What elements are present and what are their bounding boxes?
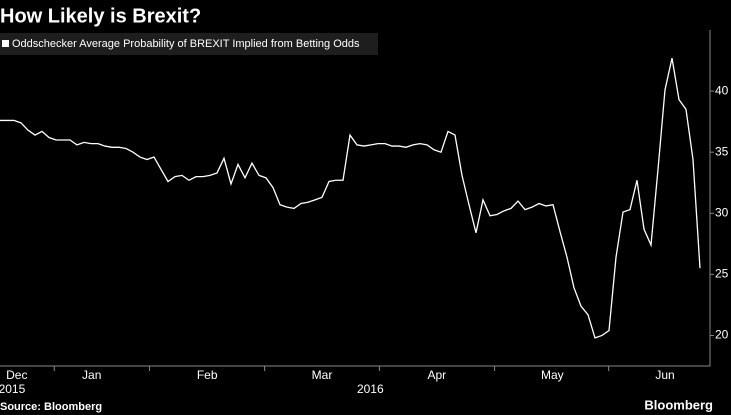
y-tick-label: 40	[715, 83, 729, 97]
y-tick-label: 35	[715, 144, 729, 158]
x-tick-label: Apr	[427, 368, 446, 382]
chart-title: How Likely is Brexit?	[0, 5, 201, 27]
x-tick-label: Jun	[655, 368, 674, 382]
x-tick-label: Dec	[6, 368, 27, 382]
legend-label: Oddschecker Average Probability of BREXI…	[12, 38, 360, 50]
brand: Bloomberg	[644, 397, 713, 412]
legend-swatch	[2, 40, 9, 47]
y-tick-label: 20	[715, 328, 729, 342]
source: Source: Bloomberg	[0, 401, 102, 413]
x-year-label: 2016	[357, 382, 384, 396]
x-tick-label: Feb	[197, 368, 218, 382]
line-series	[0, 57, 701, 339]
y-tick-label: 25	[715, 267, 729, 281]
x-year-label: 2015	[0, 382, 26, 396]
x-tick-label: May	[541, 368, 564, 382]
legend-box	[0, 33, 378, 55]
x-tick-label: Jan	[82, 368, 101, 382]
y-tick-label: 30	[715, 205, 729, 219]
x-tick-label: Mar	[312, 368, 333, 382]
